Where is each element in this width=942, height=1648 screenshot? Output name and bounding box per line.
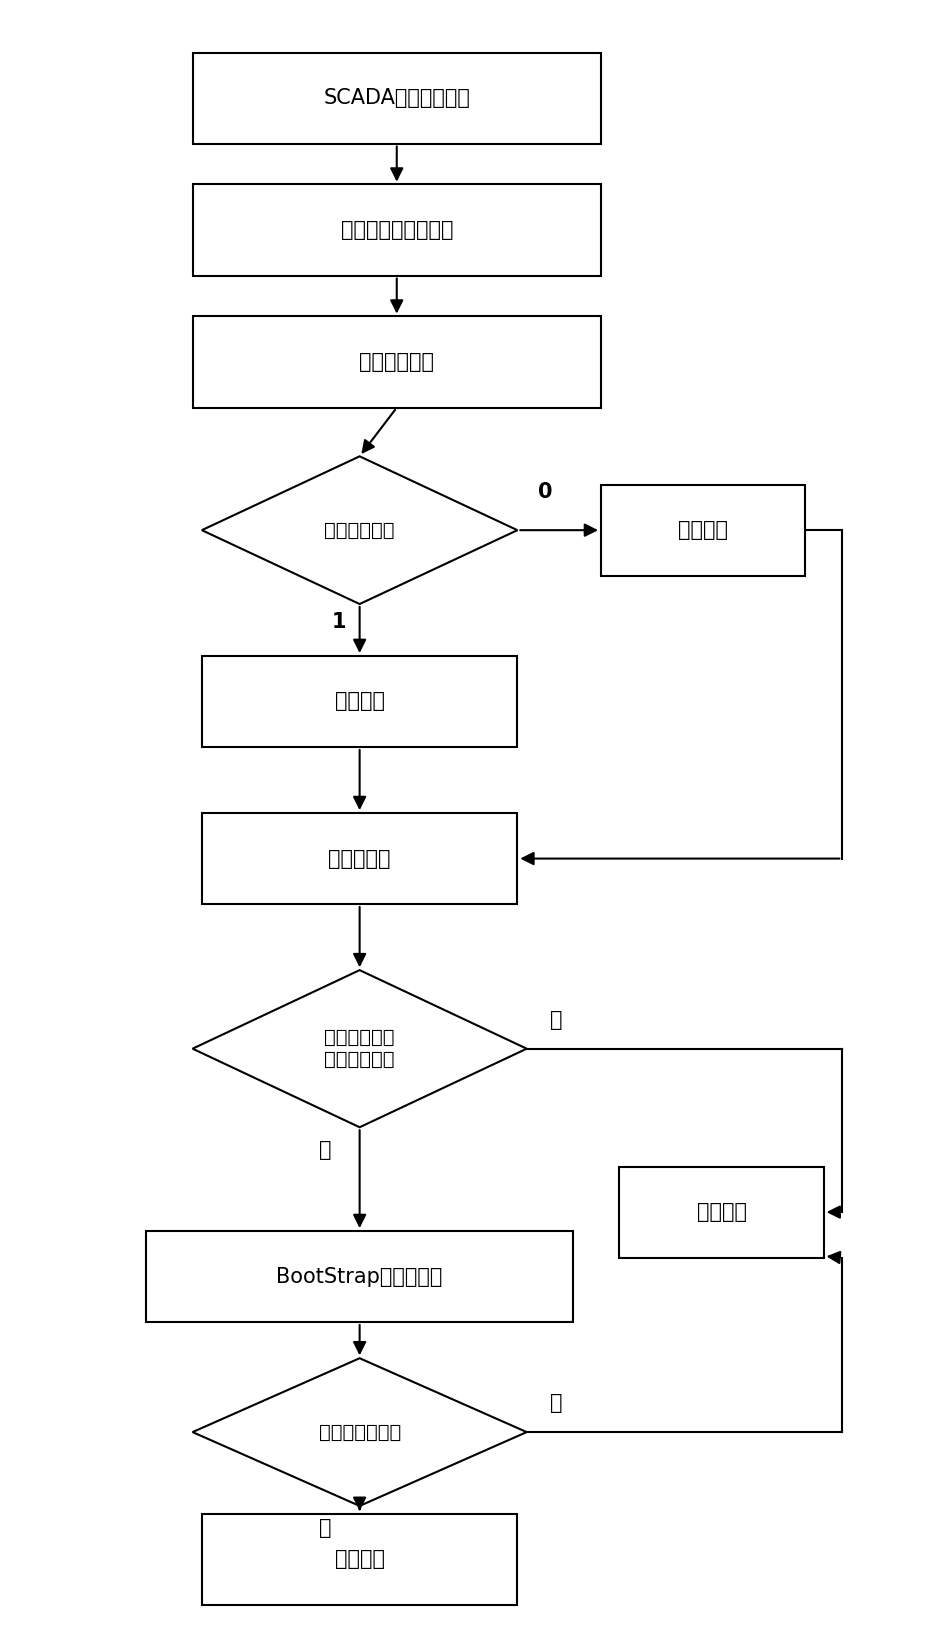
Text: 故障报警: 故障报警 bbox=[334, 1549, 384, 1569]
Bar bbox=[202, 1515, 517, 1605]
Text: 否: 否 bbox=[550, 1393, 562, 1414]
Text: 达到置信度计
算触发条件？: 达到置信度计 算触发条件？ bbox=[324, 1028, 395, 1070]
Polygon shape bbox=[192, 1358, 527, 1506]
Text: 运行工况辨识: 运行工况辨识 bbox=[359, 353, 434, 372]
Bar bbox=[601, 485, 805, 575]
Bar bbox=[620, 1167, 823, 1257]
Bar bbox=[146, 1231, 573, 1322]
Bar bbox=[202, 812, 517, 905]
Text: 正常数据: 正常数据 bbox=[678, 521, 728, 541]
Polygon shape bbox=[192, 971, 527, 1127]
Text: SCADA运行监测数据: SCADA运行监测数据 bbox=[323, 87, 470, 109]
Text: 是: 是 bbox=[319, 1518, 332, 1539]
Text: BootStrap置信度计算: BootStrap置信度计算 bbox=[276, 1267, 443, 1287]
Bar bbox=[192, 316, 601, 407]
Text: 异常率计算: 异常率计算 bbox=[329, 849, 391, 868]
Text: 1: 1 bbox=[332, 611, 347, 631]
Text: 数据状态标记: 数据状态标记 bbox=[324, 521, 395, 539]
Text: 0: 0 bbox=[538, 481, 552, 503]
Polygon shape bbox=[202, 456, 517, 605]
Text: 是: 是 bbox=[319, 1140, 332, 1160]
Text: 异常数据: 异常数据 bbox=[334, 692, 384, 712]
Text: 数据处理、特征提取: 数据处理、特征提取 bbox=[340, 221, 453, 241]
Bar bbox=[192, 53, 601, 143]
Text: 运行正常: 运行正常 bbox=[696, 1201, 747, 1223]
Text: 超出预警指标？: 超出预警指标？ bbox=[318, 1422, 400, 1442]
Text: 否: 否 bbox=[550, 1010, 562, 1030]
Bar bbox=[202, 656, 517, 747]
Bar bbox=[192, 185, 601, 275]
